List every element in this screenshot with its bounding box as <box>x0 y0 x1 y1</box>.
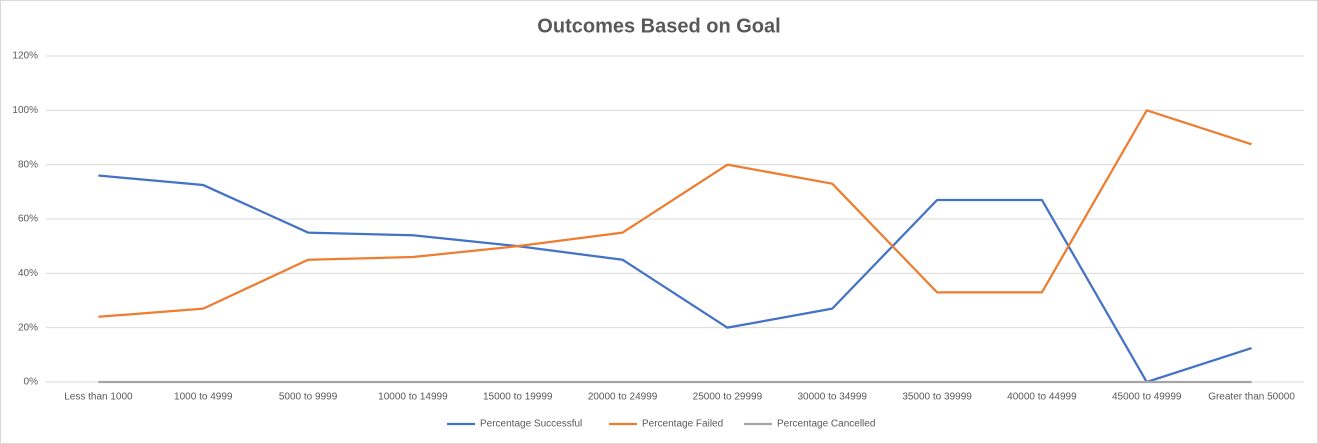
legend-label: Percentage Failed <box>642 419 723 430</box>
x-tick-label: 45000 to 49999 <box>1112 392 1182 403</box>
y-tick-label: 80% <box>18 159 38 170</box>
x-tick-label: 1000 to 4999 <box>174 392 233 403</box>
x-tick-label: Greater than 50000 <box>1208 392 1295 403</box>
x-tick-label: 20000 to 24999 <box>588 392 658 403</box>
y-tick-label: 20% <box>18 322 38 333</box>
y-tick-label: 120% <box>12 51 38 62</box>
x-tick-label: 25000 to 29999 <box>693 392 763 403</box>
x-tick-label: 35000 to 39999 <box>902 392 972 403</box>
x-tick-label: 30000 to 34999 <box>797 392 867 403</box>
y-tick-label: 60% <box>18 214 38 225</box>
x-tick-label: Less than 1000 <box>64 392 133 403</box>
x-tick-label: 15000 to 19999 <box>483 392 553 403</box>
x-tick-label: 10000 to 14999 <box>378 392 448 403</box>
series-line <box>98 174 1252 384</box>
series-line <box>98 109 1252 318</box>
y-tick-label: 100% <box>12 105 38 116</box>
legend-label: Percentage Cancelled <box>777 419 875 430</box>
chart-title: Outcomes Based on Goal <box>537 15 780 37</box>
y-tick-label: 0% <box>24 377 39 388</box>
x-tick-label: 40000 to 44999 <box>1007 392 1077 403</box>
legend-label: Percentage Successful <box>480 419 582 430</box>
y-tick-label: 40% <box>18 268 38 279</box>
x-tick-label: 5000 to 9999 <box>279 392 338 403</box>
